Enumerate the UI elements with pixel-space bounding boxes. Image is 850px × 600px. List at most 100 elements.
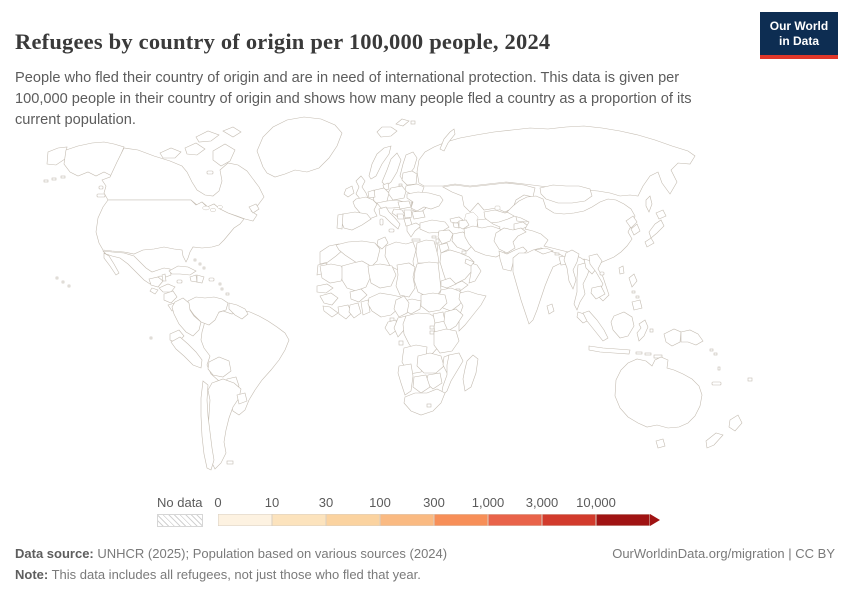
region-honduras[interactable] bbox=[158, 283, 176, 293]
region-zambia[interactable] bbox=[416, 352, 445, 374]
region-aleutians[interactable] bbox=[51, 177, 57, 181]
region-burundi[interactable] bbox=[429, 330, 435, 335]
region-botswana[interactable] bbox=[412, 374, 431, 394]
region-uruguay[interactable] bbox=[236, 392, 248, 405]
owid-logo[interactable]: Our World in Data bbox=[760, 12, 838, 59]
region-burkina-faso[interactable] bbox=[349, 288, 368, 303]
region-eritrea[interactable] bbox=[440, 277, 457, 289]
region-ukraine[interactable] bbox=[406, 191, 444, 212]
region-galapagos[interactable] bbox=[149, 336, 153, 340]
region-kuwait[interactable] bbox=[461, 250, 467, 255]
region-aleutians[interactable] bbox=[60, 175, 66, 179]
region-jordan[interactable] bbox=[438, 242, 450, 254]
region-nicaragua[interactable] bbox=[163, 290, 178, 304]
region-timor[interactable] bbox=[653, 354, 663, 359]
region-japan-hokkaido[interactable] bbox=[655, 209, 667, 220]
region-cyprus[interactable] bbox=[431, 235, 437, 239]
region-greenland[interactable] bbox=[256, 116, 343, 178]
region-namibia[interactable] bbox=[397, 363, 414, 396]
region-uk[interactable] bbox=[355, 175, 369, 201]
region-solomon-islands[interactable] bbox=[709, 348, 714, 352]
region-lesser-sunda[interactable] bbox=[644, 352, 652, 356]
region-bahamas[interactable] bbox=[198, 262, 202, 266]
region-philippines[interactable] bbox=[635, 295, 640, 299]
region-bolivia[interactable] bbox=[207, 356, 232, 378]
region-nigeria[interactable] bbox=[367, 292, 402, 318]
region-gabon[interactable] bbox=[384, 319, 398, 336]
region-north-korea[interactable] bbox=[625, 215, 638, 229]
legend-bin-3[interactable] bbox=[380, 514, 434, 526]
region-tanzania[interactable] bbox=[433, 328, 460, 354]
region-myanmar[interactable] bbox=[563, 249, 580, 290]
region-el-salvador[interactable] bbox=[149, 287, 159, 295]
region-bahamas[interactable] bbox=[193, 258, 197, 262]
region-arctic-islands[interactable] bbox=[159, 147, 182, 159]
region-norway[interactable] bbox=[368, 145, 392, 180]
region-hainan[interactable] bbox=[599, 271, 605, 276]
legend-bin-1[interactable] bbox=[272, 514, 326, 526]
region-papua-new-guinea[interactable] bbox=[680, 329, 704, 346]
legend-bin-0[interactable] bbox=[218, 514, 272, 526]
region-uganda[interactable] bbox=[432, 311, 446, 324]
region-java[interactable] bbox=[588, 345, 631, 355]
region-australia[interactable] bbox=[614, 356, 703, 429]
region-lesotho[interactable] bbox=[426, 403, 432, 408]
region-armenia[interactable] bbox=[452, 222, 460, 229]
region-bahamas[interactable] bbox=[202, 266, 206, 270]
region-lesser-antilles[interactable] bbox=[220, 287, 224, 291]
region-alaska[interactable] bbox=[63, 141, 125, 177]
region-haida-gwaii[interactable] bbox=[98, 185, 104, 190]
region-benelux[interactable] bbox=[367, 189, 376, 199]
region-mexico[interactable] bbox=[102, 250, 172, 285]
region-puerto-rico[interactable] bbox=[208, 277, 215, 282]
region-tasmania[interactable] bbox=[655, 438, 666, 449]
region-bosnia[interactable] bbox=[396, 213, 405, 220]
region-japan-kyushu[interactable] bbox=[644, 237, 655, 248]
region-belize[interactable] bbox=[161, 273, 167, 282]
region-novaya-zemlya[interactable] bbox=[439, 128, 456, 152]
region-greece[interactable] bbox=[406, 222, 422, 238]
region-madagascar[interactable] bbox=[462, 354, 479, 392]
region-saudi-arabia[interactable] bbox=[439, 249, 475, 286]
region-vanuatu[interactable] bbox=[717, 366, 721, 371]
legend-no-data[interactable]: No data bbox=[157, 495, 203, 527]
region-mozambique[interactable] bbox=[440, 352, 464, 398]
region-arctic-islands[interactable] bbox=[222, 126, 242, 138]
region-aleutians[interactable] bbox=[43, 179, 49, 183]
region-thailand[interactable] bbox=[573, 262, 591, 311]
region-new-zealand-north[interactable] bbox=[728, 414, 743, 432]
region-ivory-coast[interactable] bbox=[337, 304, 353, 320]
region-chile[interactable] bbox=[200, 380, 215, 471]
region-new-caledonia[interactable] bbox=[711, 381, 722, 386]
region-turkey[interactable] bbox=[419, 219, 450, 234]
region-hawaii[interactable] bbox=[67, 284, 71, 288]
region-tajikistan[interactable] bbox=[513, 221, 529, 231]
region-ghana[interactable] bbox=[348, 302, 362, 319]
region-cabinda[interactable] bbox=[398, 340, 404, 346]
region-south-sudan[interactable] bbox=[420, 292, 448, 313]
region-sierra-leone[interactable] bbox=[322, 305, 339, 318]
region-india[interactable] bbox=[512, 247, 568, 325]
region-japan-honshu[interactable] bbox=[648, 219, 665, 239]
region-arctic-islands[interactable] bbox=[195, 130, 220, 143]
region-syria[interactable] bbox=[437, 229, 454, 245]
region-guatemala[interactable] bbox=[148, 276, 164, 288]
region-jamaica[interactable] bbox=[176, 279, 183, 284]
region-rwanda[interactable] bbox=[429, 325, 435, 330]
region-vietnam[interactable] bbox=[588, 253, 610, 302]
region-philippines[interactable] bbox=[628, 273, 638, 288]
region-hawaii[interactable] bbox=[61, 280, 65, 284]
region-mali[interactable] bbox=[341, 260, 372, 292]
region-algeria[interactable] bbox=[335, 240, 381, 270]
region-dominican-republic[interactable] bbox=[196, 274, 205, 284]
region-tunisia[interactable] bbox=[376, 236, 389, 250]
region-crete[interactable] bbox=[411, 238, 421, 242]
region-niger[interactable] bbox=[367, 263, 397, 289]
region-italy[interactable] bbox=[378, 206, 401, 230]
region-bulgaria[interactable] bbox=[411, 210, 426, 220]
region-fiji[interactable] bbox=[747, 377, 753, 382]
region-guyanas[interactable] bbox=[228, 302, 249, 320]
region-venezuela[interactable] bbox=[187, 296, 229, 326]
region-sumatra[interactable] bbox=[582, 310, 609, 342]
region-serbia[interactable] bbox=[403, 209, 413, 219]
